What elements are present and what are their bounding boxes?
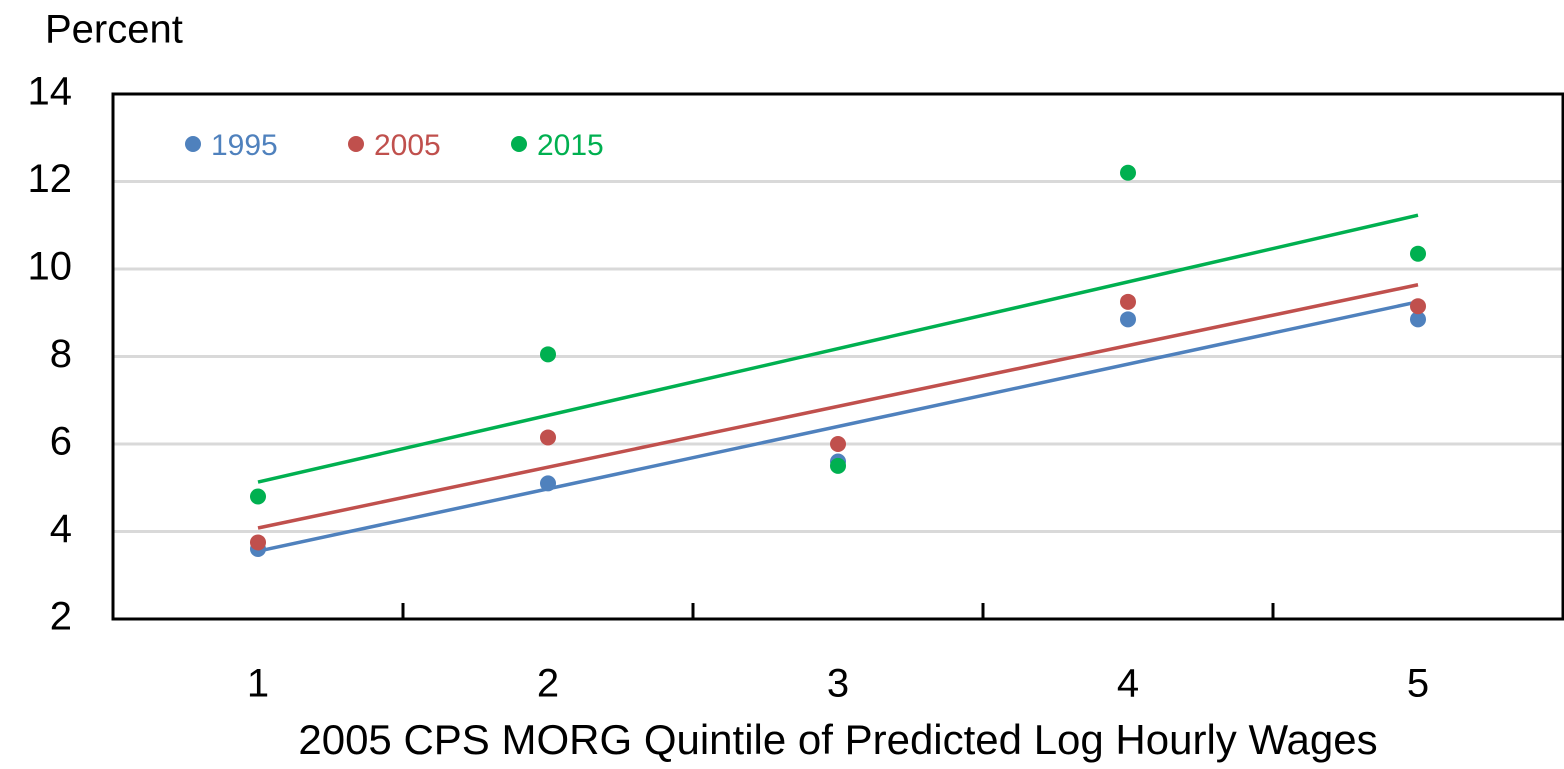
- y-tick-label: 6: [50, 420, 72, 464]
- x-tick-label: 3: [827, 662, 849, 706]
- legend-label: 2015: [537, 129, 604, 162]
- data-point: [1410, 311, 1426, 328]
- legend-label: 2005: [374, 129, 441, 162]
- y-tick-label: 4: [50, 507, 72, 551]
- data-point: [1120, 293, 1136, 310]
- y-tick-label: 10: [28, 245, 73, 289]
- x-tick-label: 5: [1407, 662, 1429, 706]
- y-tick-label: 14: [28, 70, 73, 114]
- plot-frame: [111, 92, 1564, 621]
- data-point: [1120, 164, 1136, 181]
- data-point: [250, 488, 266, 505]
- x-tick-label: 2: [537, 662, 559, 706]
- y-tick-label: 8: [50, 332, 72, 376]
- y-tick-label: 2: [50, 595, 72, 639]
- y-axis-title: Percent: [45, 8, 183, 52]
- x-tick-label: 4: [1117, 662, 1139, 706]
- legend-marker: [185, 136, 201, 152]
- data-point: [540, 475, 556, 492]
- trend-line: [257, 300, 1419, 553]
- legend-marker: [348, 136, 364, 152]
- legend-marker: [511, 136, 527, 152]
- data-point: [1410, 298, 1426, 315]
- data-point: [540, 429, 556, 446]
- legend-label: 1995: [211, 129, 278, 162]
- data-point: [1410, 245, 1426, 262]
- x-tick-label: 1: [247, 662, 269, 706]
- x-axis-title: 2005 CPS MORG Quintile of Predicted Log …: [298, 716, 1377, 763]
- data-point: [540, 346, 556, 363]
- data-point: [1120, 311, 1136, 328]
- trend-line: [257, 213, 1419, 484]
- data-point: [250, 534, 266, 551]
- data-point: [830, 457, 846, 474]
- data-point: [830, 436, 846, 452]
- y-tick-label: 12: [28, 157, 73, 201]
- trend-line: [257, 283, 1419, 530]
